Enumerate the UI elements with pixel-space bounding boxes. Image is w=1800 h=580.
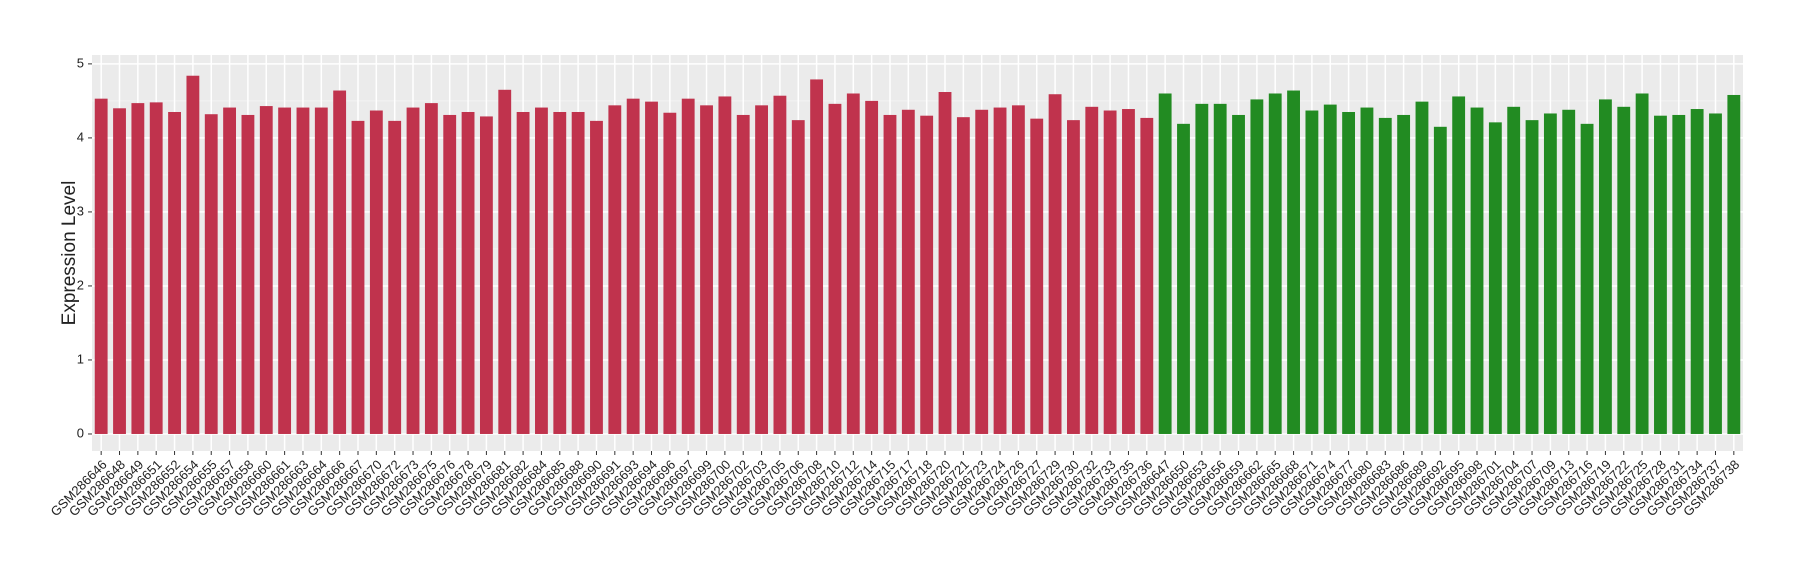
bar: [1727, 94, 1741, 434]
bar: [278, 107, 292, 434]
bar: [1213, 103, 1227, 434]
bar: [773, 95, 787, 434]
bar: [1525, 120, 1539, 434]
bar: [1470, 107, 1484, 434]
bar: [755, 105, 768, 434]
bar: [1250, 99, 1264, 434]
bar: [1030, 118, 1044, 434]
bar: [1342, 111, 1356, 434]
bar: [1067, 120, 1080, 434]
bar: [1397, 114, 1411, 434]
bar: [920, 115, 934, 434]
bar: [168, 111, 181, 434]
bar: [406, 107, 420, 434]
bar: [1177, 123, 1190, 434]
bar: [865, 100, 879, 434]
bar: [1048, 94, 1062, 434]
bar: [956, 117, 970, 434]
bar: [626, 98, 640, 434]
bar: [1268, 93, 1282, 434]
bar: [993, 107, 1007, 434]
bar: [553, 111, 567, 434]
bar: [645, 101, 658, 434]
bar: [1378, 117, 1392, 434]
bar: [1415, 101, 1429, 434]
bar: [1672, 114, 1686, 434]
bar: [1305, 110, 1319, 434]
bar: [975, 109, 989, 434]
bar: [94, 98, 108, 434]
bar: [901, 109, 915, 434]
bar: [131, 103, 145, 434]
bar: [241, 114, 255, 434]
bar: [223, 107, 237, 434]
bar: [1195, 103, 1209, 434]
bar: [828, 103, 842, 434]
bar: [1140, 117, 1154, 434]
bar: [883, 114, 897, 434]
y-tick-label: 4: [77, 129, 84, 144]
bar: [498, 89, 512, 434]
bar: [149, 102, 163, 434]
bar: [479, 116, 493, 434]
bar: [718, 96, 732, 434]
bar: [333, 90, 347, 434]
bar: [204, 114, 218, 434]
y-tick-label: 1: [77, 351, 84, 366]
bar: [663, 112, 677, 434]
bar: [1323, 104, 1337, 434]
bar: [314, 107, 328, 434]
bar: [369, 110, 383, 434]
bar: [1580, 123, 1594, 434]
bar: [736, 114, 750, 434]
bar: [1085, 106, 1099, 434]
bar: [1433, 126, 1447, 434]
y-tick-label: 2: [77, 277, 84, 292]
bar: [791, 120, 805, 434]
bar: [1158, 93, 1172, 434]
bar: [1690, 109, 1704, 434]
y-axis-title: Expression Level: [59, 181, 80, 326]
bar: [1709, 113, 1722, 434]
bar: [1287, 90, 1300, 434]
bar: [461, 111, 475, 434]
bar: [516, 111, 530, 434]
bar: [1507, 106, 1521, 434]
bar: [1488, 122, 1502, 434]
bar: [810, 79, 824, 434]
bar: [535, 107, 548, 434]
bar: [1635, 93, 1649, 434]
bar: [424, 103, 438, 434]
bar: [186, 75, 200, 434]
bar: [1543, 113, 1557, 434]
bar: [571, 111, 585, 434]
y-tick-label: 5: [77, 55, 84, 70]
bar: [443, 114, 457, 434]
bar: [1103, 110, 1117, 434]
y-tick-label: 3: [77, 203, 84, 218]
bar: [1562, 109, 1576, 434]
bar: [259, 106, 273, 434]
bar: [1617, 106, 1631, 434]
bar: [1598, 99, 1612, 434]
bar: [1122, 109, 1135, 434]
bar: [846, 93, 860, 434]
bar: [938, 92, 952, 434]
y-tick-label: 0: [77, 425, 84, 440]
bar: [113, 108, 126, 434]
bar: [1232, 114, 1245, 434]
bar: [681, 98, 695, 434]
bar: [608, 105, 622, 434]
bar: [1452, 96, 1466, 434]
bar: [1654, 115, 1667, 434]
bar: [296, 107, 310, 434]
bar: [700, 105, 713, 434]
panel: [92, 55, 1743, 451]
bar: [1011, 105, 1025, 434]
bar: [388, 120, 402, 434]
bar: [590, 120, 603, 434]
bar: [1360, 107, 1374, 434]
bar: [351, 120, 365, 434]
